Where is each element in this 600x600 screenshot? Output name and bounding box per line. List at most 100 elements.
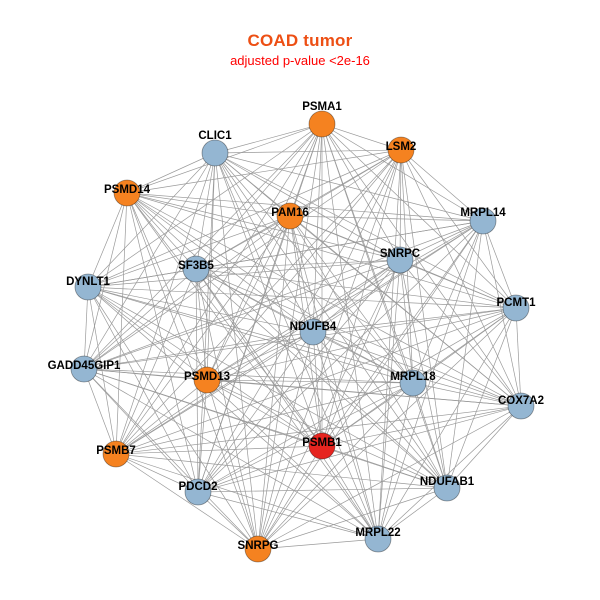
graph-edge [195, 268, 517, 309]
graph-edge [206, 149, 402, 381]
graph-edge [377, 487, 448, 540]
graph-edge [289, 215, 379, 540]
graph-edge [87, 259, 401, 288]
labels-layer: PSMA1 CLIC1 LSM2 PSMD14 MRPL14 PAM16 SNRPC SF3B… [48, 101, 544, 552]
graph-node-mrpl18 [399, 369, 427, 397]
graph-edge [115, 215, 291, 455]
graph-edge [83, 368, 117, 455]
graph-edge [321, 445, 379, 540]
graph-edge [257, 220, 484, 550]
graph-edge [83, 152, 216, 370]
graph-edge [195, 268, 379, 540]
graph-node-pcmt1 [502, 294, 530, 322]
graph-edge [115, 268, 197, 455]
graph-edge [87, 286, 448, 489]
node-label-sf3b5: SF3B5 [178, 260, 214, 272]
graph-edge [87, 268, 197, 288]
graph-edge [321, 123, 522, 407]
graph-edge [206, 259, 401, 381]
graph-edge [83, 259, 401, 370]
node-label-ndufb4: NDUFB4 [290, 321, 337, 333]
node-label-mrpl22: MRPL22 [355, 527, 400, 539]
graph-edge [257, 538, 379, 550]
graph-edge [312, 259, 401, 333]
graph-edge [214, 152, 484, 222]
graph-edge [412, 382, 522, 407]
graph-edge [399, 220, 484, 261]
graph-edge [214, 149, 402, 154]
graph-edge [115, 331, 314, 455]
plot-subtitle: adjusted p-value <2e-16 [230, 53, 370, 68]
graph-edge [83, 368, 199, 493]
graph-edge [206, 307, 517, 381]
graph-edge [83, 286, 89, 370]
graph-edge [87, 149, 402, 288]
graph-edge [206, 331, 314, 381]
graph-edge [197, 379, 208, 493]
node-label-psma1: PSMA1 [302, 101, 342, 113]
graph-edge [321, 382, 414, 447]
graph-edge [197, 215, 291, 493]
node-label-psmb7: PSMB7 [96, 445, 136, 457]
graph-edge [83, 331, 314, 370]
node-label-gadd45gip1: GADD45GIP1 [48, 360, 121, 372]
graph-node-mrpl22 [364, 525, 392, 553]
graph-edge [126, 192, 379, 540]
graph-edge [126, 192, 199, 493]
graph-edge [83, 220, 484, 370]
graph-node-pam16 [276, 202, 304, 230]
graph-edge [257, 259, 401, 550]
graph-edge [195, 152, 216, 270]
graph-edge [195, 215, 291, 270]
graph-edge [312, 123, 323, 333]
graph-node-mrpl14 [469, 207, 497, 235]
graph-edge [115, 445, 323, 455]
graph-node-ndufb4 [299, 318, 327, 346]
graph-edge [377, 405, 522, 540]
graph-edge [126, 192, 323, 447]
node-label-dynlt1: DYNLT1 [66, 276, 110, 288]
graph-edge [126, 192, 314, 333]
graph-edge [214, 152, 517, 309]
graph-node-psma1 [308, 110, 336, 138]
graph-edge [206, 123, 323, 381]
graph-edge [197, 487, 448, 493]
node-label-clic1: CLIC1 [198, 130, 232, 142]
graph-edge [87, 286, 522, 407]
graph-edge [87, 123, 323, 288]
edges-layer [83, 123, 522, 550]
graph-edge [400, 149, 522, 407]
graph-edge [214, 152, 259, 550]
graph-edge [312, 331, 379, 540]
graph-edge [195, 268, 259, 550]
graph-edge [257, 149, 402, 550]
node-label-pcmt1: PCMT1 [497, 297, 537, 309]
graph-edge [197, 445, 323, 493]
graph-edge [312, 331, 414, 384]
graph-edge [126, 192, 208, 381]
graph-edge [197, 152, 216, 493]
graph-edge [115, 453, 199, 493]
graph-edge [126, 192, 414, 384]
graph-edge [257, 382, 414, 550]
graph-edge [400, 149, 517, 309]
graph-edge [377, 307, 517, 540]
nodes-layer [70, 110, 535, 563]
graph-edge [206, 379, 522, 407]
graph-edge [126, 192, 484, 222]
graph-node-psmd14 [113, 179, 141, 207]
graph-edge [87, 286, 517, 309]
graph-edge [515, 307, 522, 407]
graph-node-sf3b5 [182, 255, 210, 283]
graph-edge [312, 149, 402, 333]
node-label-psmb1: PSMB1 [302, 437, 342, 449]
graph-edge [195, 268, 522, 407]
graph-edge [214, 123, 323, 154]
graph-edge [195, 123, 323, 270]
node-label-pam16: PAM16 [271, 207, 309, 219]
graph-edge [115, 220, 484, 455]
graph-edge [126, 192, 259, 550]
graph-edge [321, 220, 484, 447]
graph-edge [126, 149, 402, 194]
